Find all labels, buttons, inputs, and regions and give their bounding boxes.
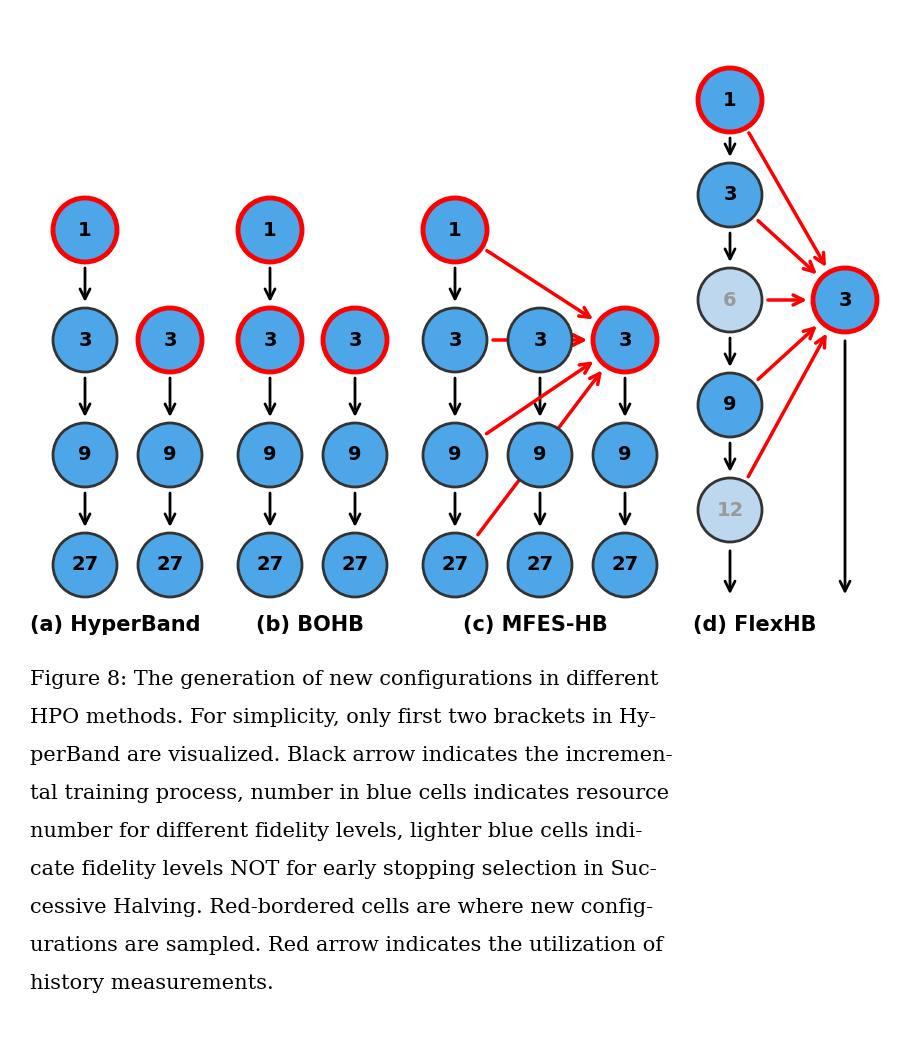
- Text: urations are sampled. Red arrow indicates the utilization of: urations are sampled. Red arrow indicate…: [30, 936, 663, 955]
- Text: 6: 6: [723, 290, 736, 309]
- Text: 9: 9: [533, 446, 547, 465]
- Ellipse shape: [508, 308, 572, 372]
- Text: (d) FlexHB: (d) FlexHB: [693, 615, 817, 635]
- Text: 3: 3: [263, 331, 277, 350]
- Ellipse shape: [238, 199, 302, 262]
- Ellipse shape: [323, 533, 387, 597]
- Ellipse shape: [53, 533, 117, 597]
- Text: (c) MFES-HB: (c) MFES-HB: [462, 615, 607, 635]
- Text: 1: 1: [263, 221, 277, 240]
- Text: 9: 9: [78, 446, 92, 465]
- Ellipse shape: [698, 373, 762, 437]
- Text: 1: 1: [78, 221, 92, 240]
- Text: (b) BOHB: (b) BOHB: [256, 615, 364, 635]
- Text: 1: 1: [723, 91, 736, 110]
- Text: 9: 9: [618, 446, 632, 465]
- Ellipse shape: [238, 533, 302, 597]
- Text: 9: 9: [449, 446, 462, 465]
- Ellipse shape: [593, 423, 657, 487]
- Text: 3: 3: [838, 290, 852, 309]
- Text: cessive Halving. Red-bordered cells are where new config-: cessive Halving. Red-bordered cells are …: [30, 898, 653, 917]
- Text: 9: 9: [724, 396, 736, 415]
- Text: cate fidelity levels NOT for early stopping selection in Suc-: cate fidelity levels NOT for early stopp…: [30, 860, 656, 879]
- Ellipse shape: [238, 423, 302, 487]
- Ellipse shape: [238, 308, 302, 372]
- Ellipse shape: [423, 308, 487, 372]
- Text: 27: 27: [441, 555, 469, 574]
- Text: 1: 1: [449, 221, 462, 240]
- Ellipse shape: [508, 533, 572, 597]
- Ellipse shape: [138, 308, 202, 372]
- Ellipse shape: [813, 268, 877, 332]
- Ellipse shape: [698, 163, 762, 227]
- Ellipse shape: [423, 533, 487, 597]
- Ellipse shape: [53, 199, 117, 262]
- Ellipse shape: [593, 533, 657, 597]
- Ellipse shape: [138, 533, 202, 597]
- Text: 27: 27: [527, 555, 554, 574]
- Ellipse shape: [323, 308, 387, 372]
- Text: (a) HyperBand: (a) HyperBand: [30, 615, 201, 635]
- Text: perBand are visualized. Black arrow indicates the incremen-: perBand are visualized. Black arrow indi…: [30, 746, 673, 765]
- Ellipse shape: [508, 423, 572, 487]
- Text: number for different fidelity levels, lighter blue cells indi-: number for different fidelity levels, li…: [30, 822, 642, 841]
- Ellipse shape: [53, 308, 117, 372]
- Ellipse shape: [138, 423, 202, 487]
- Text: 9: 9: [349, 446, 361, 465]
- Text: 27: 27: [256, 555, 283, 574]
- Text: 3: 3: [533, 331, 547, 350]
- Text: HPO methods. For simplicity, only first two brackets in Hy-: HPO methods. For simplicity, only first …: [30, 708, 656, 727]
- Text: 9: 9: [163, 446, 177, 465]
- Text: 9: 9: [263, 446, 277, 465]
- Ellipse shape: [423, 423, 487, 487]
- Text: 3: 3: [449, 331, 462, 350]
- Ellipse shape: [423, 199, 487, 262]
- Text: 3: 3: [163, 331, 177, 350]
- Ellipse shape: [593, 308, 657, 372]
- Text: 3: 3: [78, 331, 92, 350]
- Text: 3: 3: [349, 331, 361, 350]
- Text: 27: 27: [156, 555, 183, 574]
- Ellipse shape: [53, 423, 117, 487]
- Text: 27: 27: [611, 555, 638, 574]
- Ellipse shape: [323, 423, 387, 487]
- Text: history measurements.: history measurements.: [30, 974, 273, 993]
- Ellipse shape: [698, 268, 762, 332]
- Text: 27: 27: [341, 555, 369, 574]
- Text: 27: 27: [72, 555, 99, 574]
- Text: tal training process, number in blue cells indicates resource: tal training process, number in blue cel…: [30, 784, 669, 803]
- Text: Figure 8: The generation of new configurations in different: Figure 8: The generation of new configur…: [30, 670, 658, 689]
- Text: 12: 12: [716, 501, 744, 520]
- Ellipse shape: [698, 478, 762, 542]
- Text: 3: 3: [724, 186, 736, 205]
- Text: 3: 3: [618, 331, 632, 350]
- Ellipse shape: [698, 68, 762, 132]
